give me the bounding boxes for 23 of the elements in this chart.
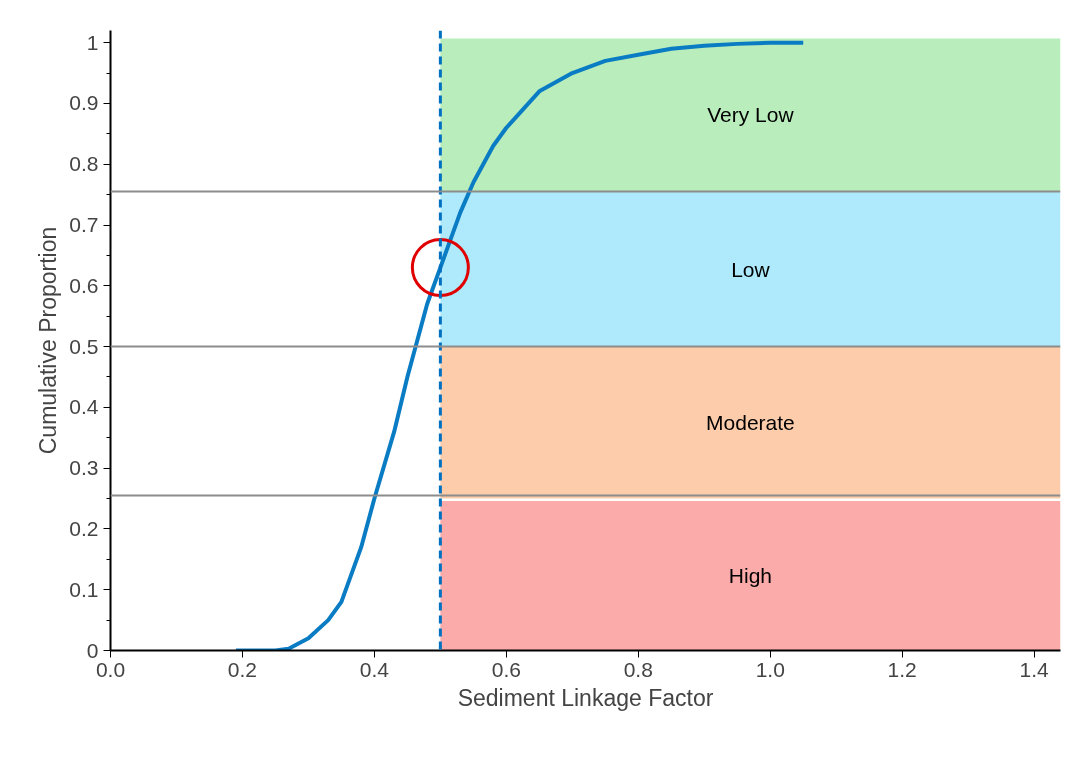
x-tick-label: 1.2 xyxy=(887,657,917,681)
x-tick-label: 0.2 xyxy=(227,657,258,681)
y-tick-label: 0.9 xyxy=(69,91,99,115)
y-tick-label: 1 xyxy=(86,30,99,54)
x-tick-label: 1.0 xyxy=(755,657,785,681)
y-tick-label: 0.3 xyxy=(69,456,99,480)
y-tick-label: 0.5 xyxy=(69,334,99,358)
y-tick-label: 0.4 xyxy=(69,395,99,419)
x-tick-label: 0.4 xyxy=(359,657,390,681)
band-label: Very Low xyxy=(707,103,795,127)
x-tick-label: 0.8 xyxy=(623,657,653,681)
x-axis-title: Sediment Linkage Factor xyxy=(457,684,714,711)
y-tick-label: 0.2 xyxy=(69,516,99,540)
band-label: Moderate xyxy=(706,411,795,435)
band-label: High xyxy=(728,564,773,588)
y-tick-label: 0.6 xyxy=(69,273,99,297)
y-tick-label: 0.7 xyxy=(69,213,99,237)
y-tick-label: 0.1 xyxy=(69,577,99,601)
y-tick-label: 0.8 xyxy=(69,152,99,176)
x-tick-label: 1.4 xyxy=(1019,657,1050,681)
band-label: Low xyxy=(731,257,771,281)
y-axis-title: Cumulative Proportion xyxy=(35,226,62,455)
x-tick-label: 0.6 xyxy=(491,657,521,681)
